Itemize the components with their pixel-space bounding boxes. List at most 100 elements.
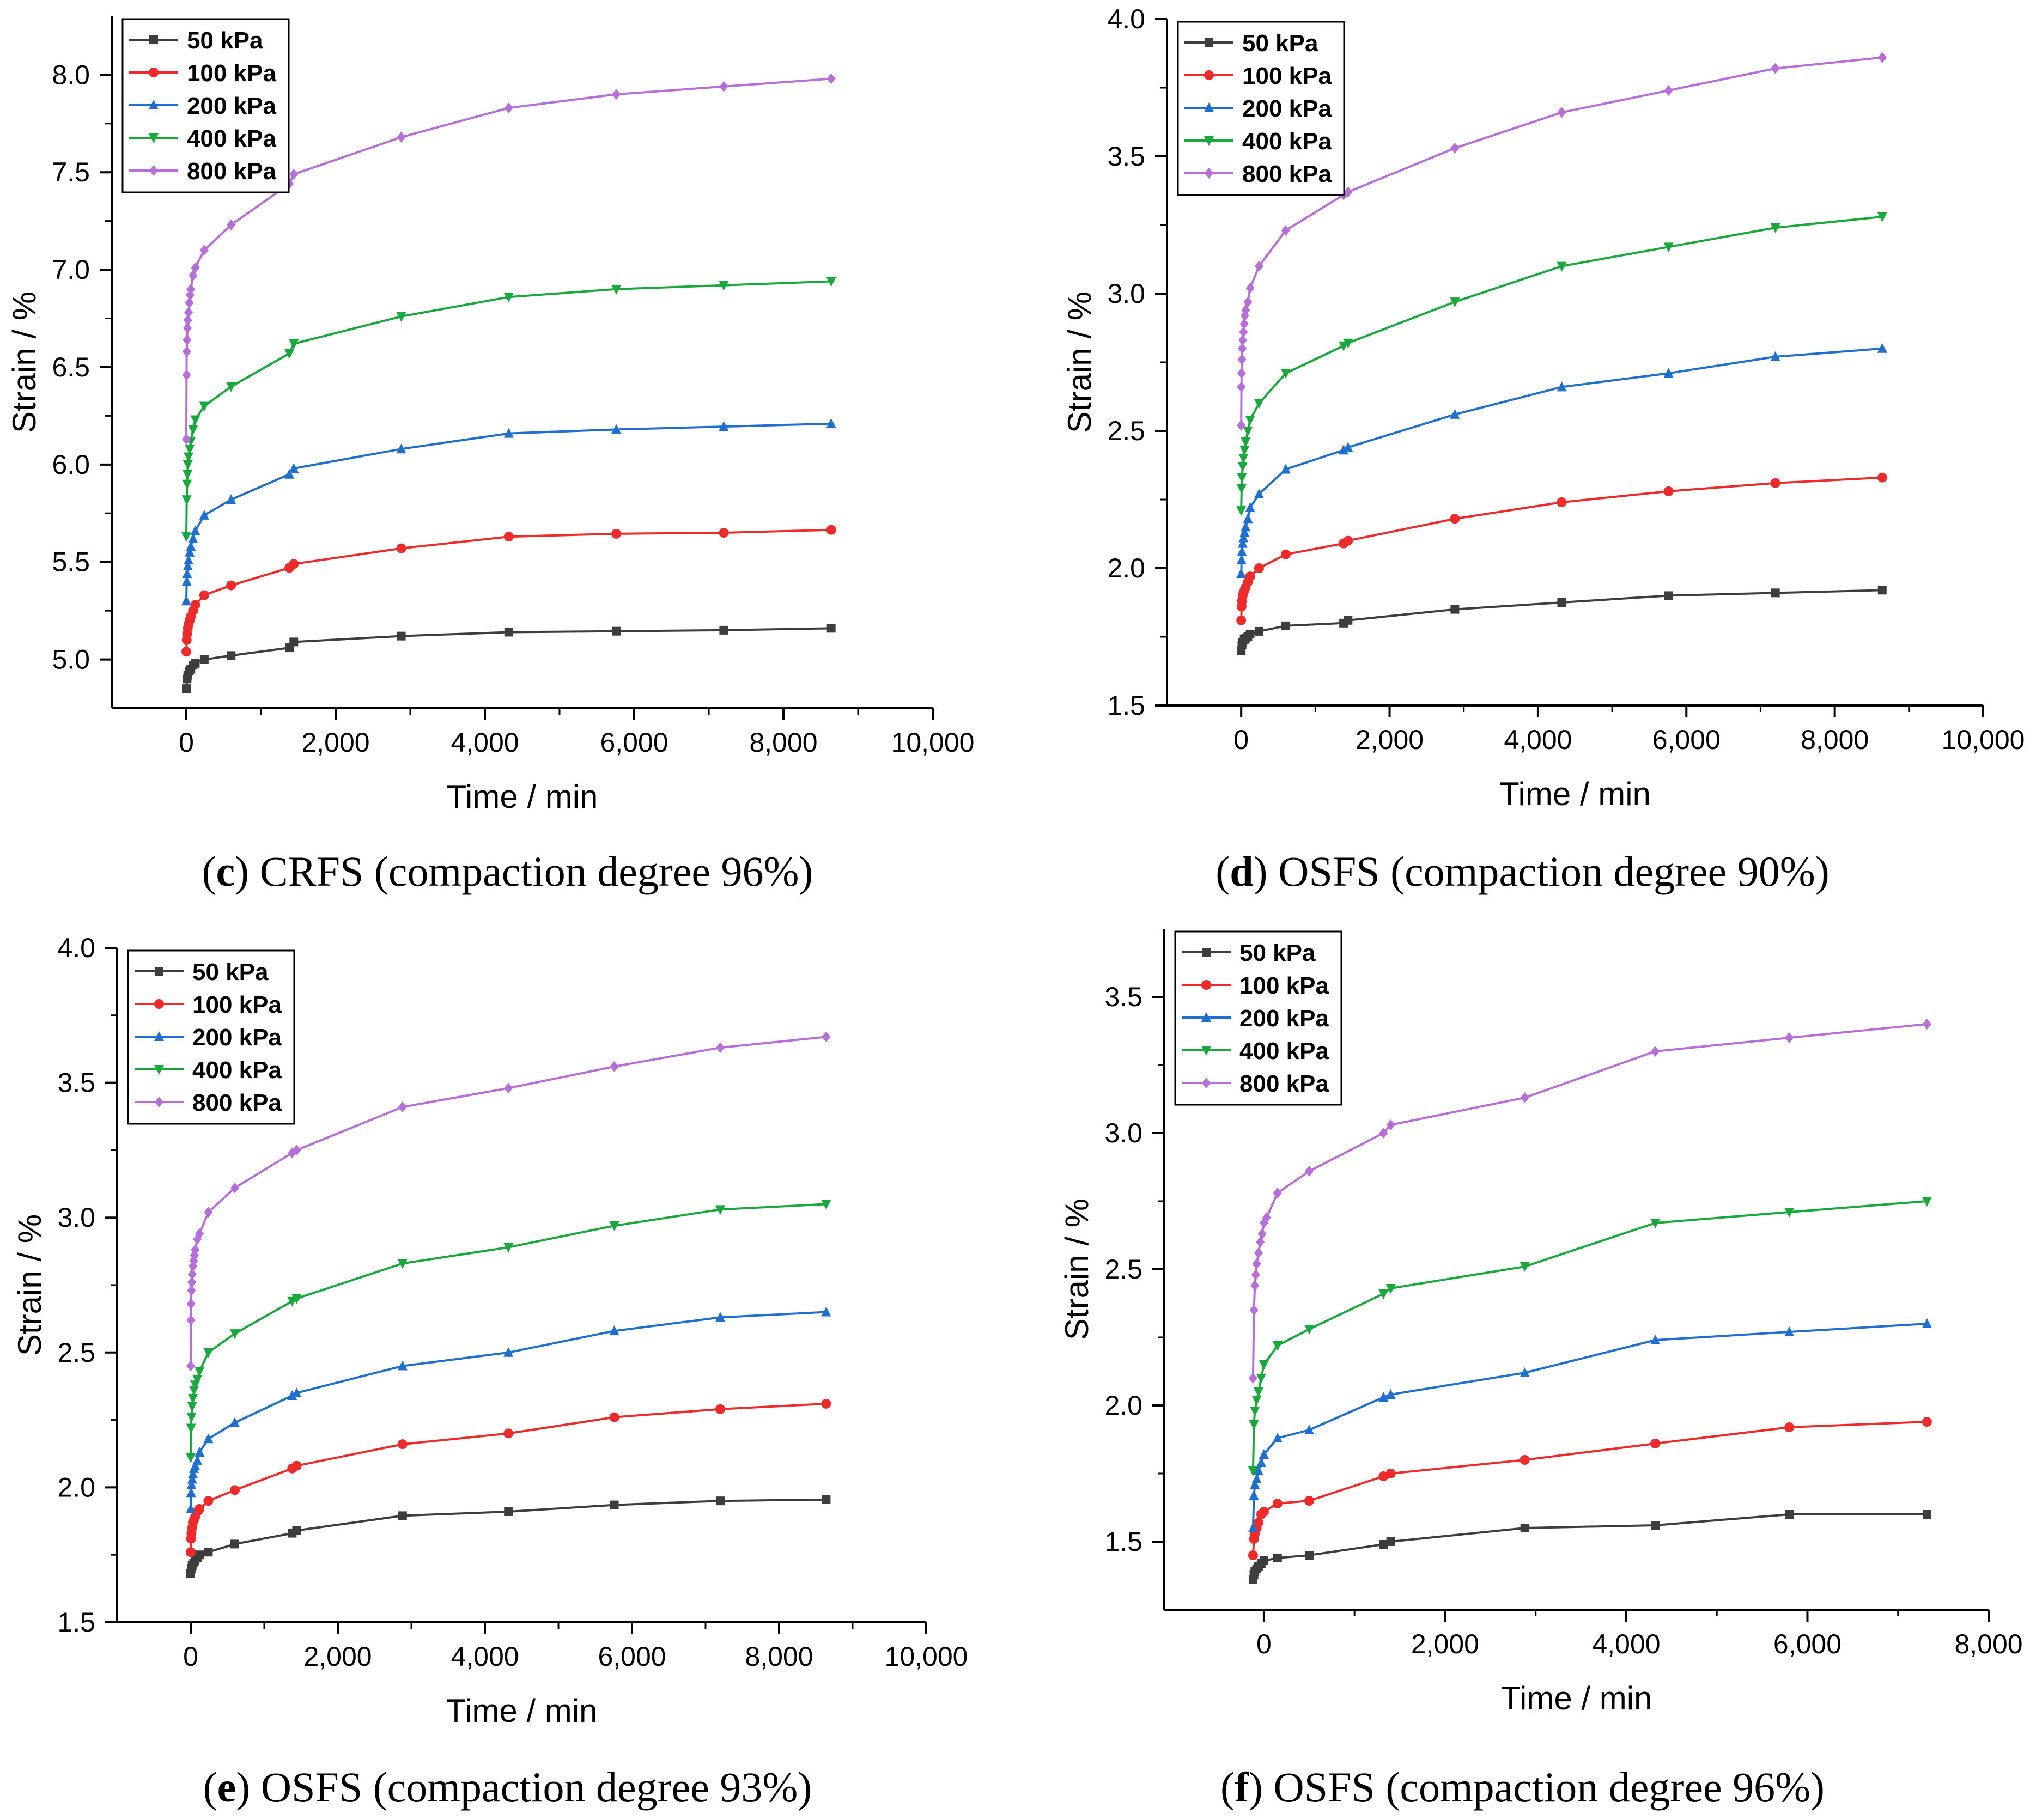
x-tick-label: 8,000	[745, 1641, 813, 1672]
data-point	[1256, 1457, 1266, 1467]
data-point	[1249, 1490, 1259, 1500]
data-point	[1254, 488, 1264, 498]
data-point	[1450, 409, 1460, 419]
data-point	[504, 1507, 513, 1516]
data-point	[284, 468, 295, 479]
data-point	[1236, 568, 1247, 579]
data-point	[195, 1228, 204, 1239]
series-800-kPa	[1237, 52, 1887, 431]
data-point	[1557, 598, 1566, 607]
data-point	[188, 425, 198, 435]
legend-label: 200 kPa	[187, 93, 276, 119]
series-100-kPa	[181, 525, 836, 657]
data-point	[183, 315, 192, 326]
data-point	[1770, 351, 1780, 361]
data-point	[1239, 527, 1250, 537]
y-axis-title: Strain / %	[6, 291, 42, 433]
series-line	[1251, 1513, 1927, 1580]
legend-label: 100 kPa	[187, 60, 276, 87]
data-point	[183, 334, 192, 345]
data-point	[184, 307, 193, 318]
legend-marker	[1204, 70, 1214, 80]
data-point	[186, 1479, 197, 1489]
data-point	[181, 532, 191, 543]
data-point	[1251, 1474, 1262, 1483]
series-line	[190, 1402, 826, 1553]
data-point	[185, 546, 195, 557]
series-400-kPa	[181, 277, 836, 543]
x-tick-label: 2,000	[303, 1641, 372, 1672]
data-point	[182, 369, 191, 381]
y-tick-label: 1.5	[1107, 690, 1145, 721]
data-point	[1343, 535, 1353, 546]
data-point	[1785, 1510, 1794, 1519]
data-point	[1386, 1119, 1395, 1130]
data-point	[190, 600, 200, 610]
data-point	[1248, 1466, 1258, 1476]
y-axis-title: Strain / %	[11, 1214, 48, 1356]
data-point	[1922, 1019, 1931, 1030]
series-50-kPa	[1248, 1510, 1931, 1584]
legend-marker	[154, 1065, 164, 1075]
data-point	[187, 1474, 197, 1484]
data-point	[1248, 1550, 1258, 1560]
data-point	[1651, 1046, 1660, 1057]
x-tick-label: 6,000	[598, 1641, 666, 1672]
series-800-kPa	[186, 1031, 831, 1372]
data-point	[1663, 486, 1674, 496]
legend-label: 200 kPa	[192, 1024, 282, 1051]
data-point	[1922, 1510, 1931, 1519]
legend-label: 800 kPa	[1242, 161, 1332, 187]
legend-label: 800 kPa	[192, 1089, 282, 1116]
data-point	[1239, 318, 1249, 330]
legend-marker	[154, 1031, 164, 1041]
data-point	[1664, 591, 1673, 600]
data-point	[1249, 1305, 1259, 1316]
y-axis-title: Strain / %	[1059, 1198, 1095, 1340]
data-point	[1650, 1219, 1661, 1228]
data-point	[1259, 1360, 1269, 1370]
data-point	[230, 1329, 240, 1340]
series-100-kPa	[1236, 472, 1887, 625]
data-point	[291, 1460, 302, 1471]
x-tick-label: 4,000	[1592, 1629, 1660, 1659]
data-point	[1259, 1449, 1269, 1459]
data-point	[230, 1182, 239, 1194]
y-tick-label: 7.0	[52, 254, 90, 285]
legend-marker	[1204, 136, 1214, 146]
data-point	[1273, 1188, 1282, 1198]
data-point	[226, 382, 236, 392]
legend-marker	[1201, 1046, 1211, 1056]
x-axis-title: Time / min	[447, 778, 598, 815]
data-point	[1243, 296, 1253, 308]
series-400-kPa	[186, 1200, 831, 1463]
data-point	[1237, 381, 1246, 393]
series-line	[1251, 1200, 1928, 1471]
data-point	[1378, 1289, 1389, 1299]
legend-label: 100 kPa	[1242, 63, 1332, 89]
data-point	[1785, 1032, 1794, 1043]
y-tick-label: 8.0	[52, 59, 90, 90]
data-point	[203, 1433, 214, 1444]
data-point	[227, 219, 236, 230]
data-point	[1520, 1367, 1530, 1377]
data-point	[719, 281, 729, 291]
data-point	[398, 1101, 407, 1113]
y-tick-label: 3.5	[57, 1068, 95, 1098]
series-line	[1251, 1421, 1927, 1556]
data-point	[1257, 1228, 1267, 1239]
data-point	[1243, 513, 1253, 524]
data-point	[185, 297, 194, 308]
data-point	[1450, 514, 1460, 524]
legend-marker	[1204, 102, 1214, 112]
legend-label: 400 kPa	[1239, 1038, 1329, 1064]
data-point	[1305, 1166, 1314, 1177]
data-point	[1339, 445, 1349, 455]
data-point	[826, 525, 836, 535]
data-point	[189, 1386, 199, 1396]
chart-c: 0 2,000 4,000 6,000 8,000 10,000 5.0 5.5 6.0 6.5 7…	[6, 16, 974, 815]
data-point	[1254, 626, 1263, 636]
data-point	[1236, 506, 1247, 516]
x-tick-label: 10,000	[891, 727, 975, 758]
